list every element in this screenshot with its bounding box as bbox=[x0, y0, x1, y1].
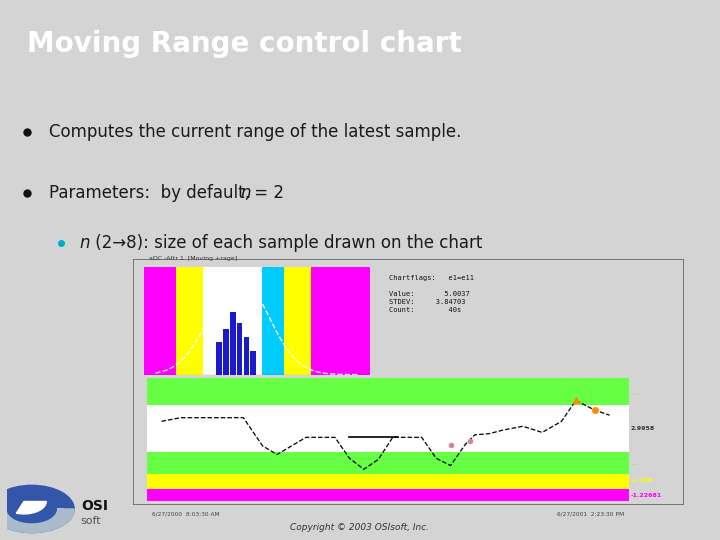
Bar bbox=[311, 267, 370, 375]
Text: Chartflags:   e1=e11

Value:       5.0037
STDEV:     3.84703
Count:        40s: Chartflags: e1=e11 Value: 5.0037 STDEV: … bbox=[390, 275, 474, 313]
Wedge shape bbox=[2, 509, 63, 526]
Circle shape bbox=[7, 495, 56, 523]
Bar bbox=[284, 267, 311, 375]
Text: n: n bbox=[79, 234, 90, 252]
Text: -1.22681: -1.22681 bbox=[631, 492, 662, 497]
Text: n: n bbox=[240, 184, 251, 202]
Text: OSI: OSI bbox=[81, 499, 108, 513]
Text: Copyright © 2003 OSIsoft, Inc.: Copyright © 2003 OSIsoft, Inc. bbox=[290, 523, 430, 532]
Text: 6/27/2001  2:23:30 PM: 6/27/2001 2:23:30 PM bbox=[557, 511, 624, 516]
Bar bbox=[147, 452, 629, 474]
Bar bbox=[251, 351, 256, 375]
Bar bbox=[147, 474, 629, 489]
Bar bbox=[144, 267, 176, 375]
Bar bbox=[147, 406, 629, 452]
Circle shape bbox=[0, 485, 74, 532]
Bar bbox=[237, 323, 243, 375]
Bar bbox=[223, 329, 229, 375]
Text: 6/27/2000  8:03:30 AM: 6/27/2000 8:03:30 AM bbox=[152, 511, 220, 516]
Bar bbox=[261, 267, 284, 375]
Text: -1.198: -1.198 bbox=[631, 478, 654, 483]
Bar bbox=[243, 337, 249, 375]
Text: ...: ... bbox=[631, 461, 638, 466]
Bar bbox=[147, 489, 629, 501]
Text: 2.9958: 2.9958 bbox=[631, 426, 655, 430]
Wedge shape bbox=[19, 500, 38, 511]
Bar bbox=[147, 379, 629, 406]
Bar bbox=[203, 267, 261, 375]
Text: (2→8): size of each sample drawn on the chart: (2→8): size of each sample drawn on the … bbox=[90, 234, 482, 252]
Text: aDC -Attr 1  [Moving +rage]: aDC -Attr 1 [Moving +rage] bbox=[149, 256, 237, 261]
Text: Moving Range control chart: Moving Range control chart bbox=[27, 30, 462, 58]
Wedge shape bbox=[0, 509, 74, 532]
Text: = 2: = 2 bbox=[249, 184, 284, 202]
Text: Computes the current range of the latest sample.: Computes the current range of the latest… bbox=[49, 123, 462, 140]
Text: Parameters:  by default,: Parameters: by default, bbox=[49, 184, 255, 202]
Wedge shape bbox=[17, 502, 46, 514]
Bar bbox=[176, 267, 203, 375]
Bar bbox=[230, 312, 235, 375]
Text: ...: ... bbox=[631, 390, 638, 396]
Bar bbox=[217, 342, 222, 375]
Text: soft: soft bbox=[81, 516, 102, 526]
